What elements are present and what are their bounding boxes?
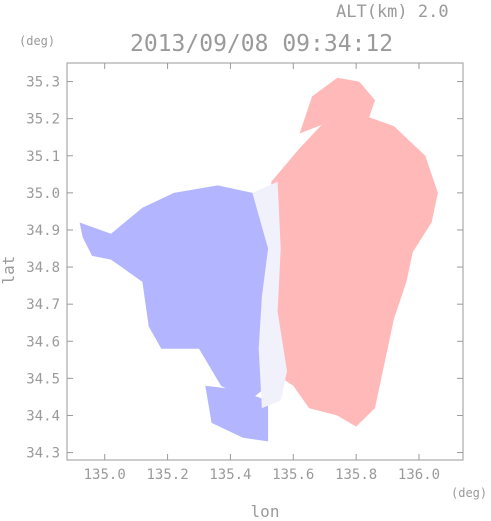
velocity-field	[79, 77, 438, 442]
y-tick-label: 34.4	[26, 408, 60, 424]
y-tick-label: 34.8	[26, 260, 60, 276]
y-axis-label: lat	[0, 256, 18, 285]
x-tick-label: 135.0	[84, 467, 126, 483]
velocity-region-positive	[268, 114, 438, 427]
y-tick-label: 34.5	[26, 371, 60, 387]
x-tick-label: 135.6	[272, 467, 314, 483]
x-axis-ticks: 135.0 135.2 135.4 135.6 135.8 136.0	[84, 63, 440, 483]
x-axis-label: lon	[251, 502, 280, 521]
plot-area: 135.0 135.2 135.4 135.6 135.8 136.0 34.334.43…	[26, 62, 464, 483]
x-tick-label: 135.2	[146, 467, 188, 483]
y-tick-label: 34.9	[26, 223, 60, 239]
x-tick-label: 136.0	[398, 467, 440, 483]
velocity-region-positive	[299, 77, 375, 134]
y-tick-label: 35.0	[26, 186, 60, 202]
y-unit-label: (deg)	[19, 34, 55, 48]
velocity-region-negative	[205, 385, 269, 442]
plot-frame	[66, 62, 464, 461]
y-tick-label: 35.1	[26, 149, 60, 165]
x-unit-label: (deg)	[451, 486, 487, 500]
altitude-label: ALT(km) 2.0	[336, 2, 449, 22]
x-tick-label: 135.8	[335, 467, 377, 483]
y-tick-label: 34.6	[26, 334, 60, 350]
chart-title: 2013/09/08 09:34:12	[130, 31, 393, 57]
y-tick-label: 34.3	[26, 446, 60, 462]
velocity-region-negative	[79, 185, 272, 401]
velocity-region-near_zero	[252, 181, 287, 409]
y-tick-label: 35.2	[26, 112, 60, 128]
x-tick-label: 135.4	[209, 467, 251, 483]
y-tick-label: 34.7	[26, 297, 60, 313]
y-tick-label: 35.3	[26, 75, 60, 91]
y-axis-ticks: 34.3 34.4 34.5 34.6 34.7 34.8 34.9 35.0 35.1 35.2…	[26, 75, 463, 462]
